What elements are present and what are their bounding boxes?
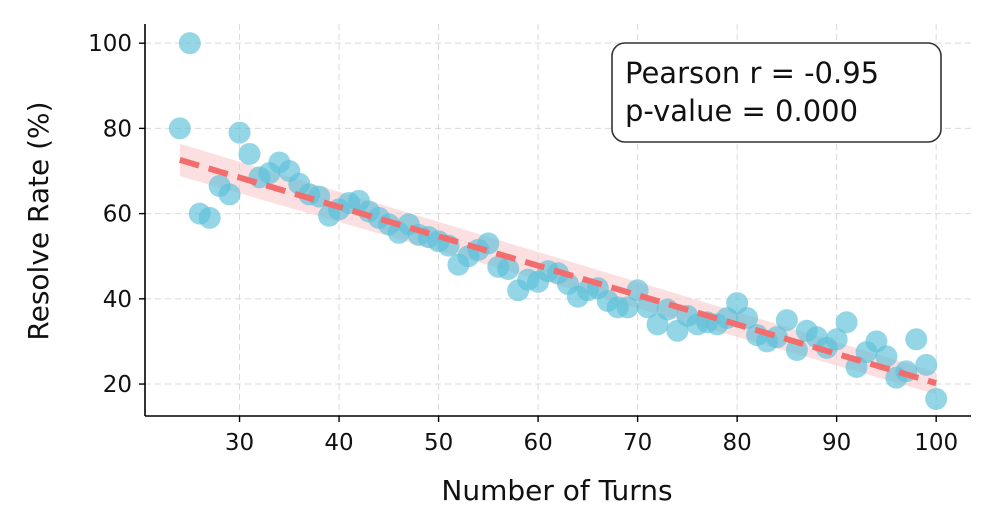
y-tick-label: 100 (88, 31, 132, 57)
x-axis-title: Number of Turns (441, 474, 672, 507)
y-tick-label: 60 (103, 202, 132, 228)
x-tick-label: 30 (225, 430, 254, 456)
data-point (656, 298, 679, 321)
x-tick-label: 60 (523, 430, 552, 456)
data-point (168, 117, 191, 140)
p-value-text: p-value = 0.000 (625, 94, 858, 128)
trend-line-layer (178, 157, 938, 387)
data-point (218, 183, 241, 206)
points-layer (168, 32, 948, 410)
pearson-r-text: Pearson r = -0.95 (625, 56, 879, 90)
stats-annotation: Pearson r = -0.95 p-value = 0.000 (611, 42, 942, 143)
x-tick-label: 70 (623, 430, 652, 456)
data-point (875, 345, 898, 368)
x-tick-labels: 30 40 50 60 70 80 90 100 (225, 430, 958, 456)
data-point (497, 258, 520, 280)
data-point (228, 121, 251, 144)
x-tick-label: 40 (324, 430, 353, 456)
trend-line (178, 157, 938, 387)
data-point (835, 311, 858, 334)
x-tick-label: 50 (424, 430, 453, 456)
data-point (905, 328, 928, 351)
data-point (925, 387, 948, 410)
x-tick-label: 90 (822, 430, 851, 456)
data-point (825, 328, 848, 351)
data-point (178, 32, 201, 55)
y-tick-label: 40 (103, 287, 132, 313)
y-tick-labels: 20 40 60 80 100 (88, 31, 132, 398)
data-point (198, 206, 221, 229)
data-point (616, 296, 639, 319)
y-tick-label: 20 (103, 372, 132, 398)
data-point (238, 142, 261, 165)
stats-annotation-box (611, 42, 942, 143)
y-tick-label: 80 (103, 116, 132, 142)
x-tick-label: 80 (722, 430, 751, 456)
x-tick-label: 100 (914, 430, 958, 456)
data-point (915, 353, 938, 376)
data-point (775, 309, 798, 332)
axes-layer (139, 24, 971, 422)
y-axis-title: Resolve Rate (%) (22, 101, 55, 340)
